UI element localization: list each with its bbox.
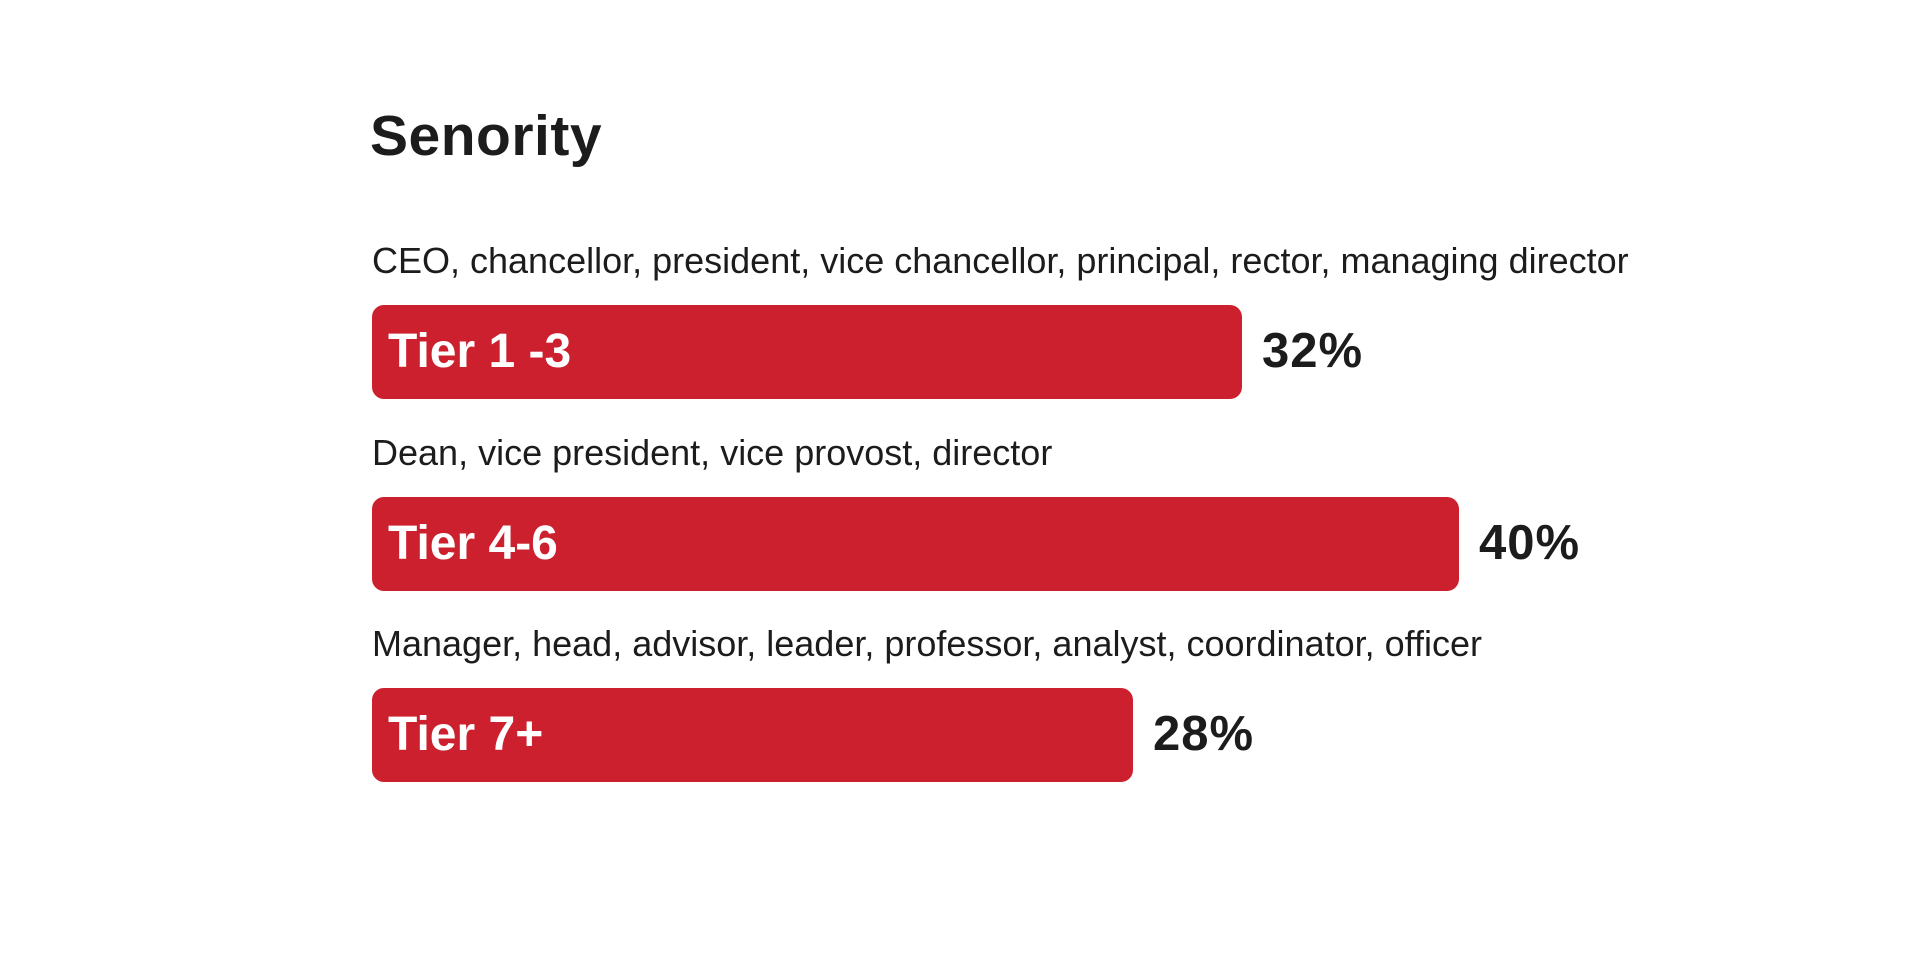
bar-value-label: 28% [1153, 707, 1255, 761]
bar-category-label: Tier 1 -3 [388, 325, 572, 378]
bar-category-label: Tier 7+ [388, 708, 544, 761]
bar-value-label: 40% [1479, 516, 1581, 570]
bar: Tier 4-6 [372, 497, 1459, 591]
bar: Tier 7+ [372, 688, 1133, 782]
bar-value-label: 32% [1262, 324, 1364, 378]
chart-title: Senority [370, 104, 603, 168]
bar-description: Manager, head, advisor, leader, professo… [372, 623, 1483, 664]
bar: Tier 1 -3 [372, 305, 1242, 399]
bar-description: CEO, chancellor, president, vice chancel… [372, 240, 1629, 281]
bar-description: Dean, vice president, vice provost, dire… [372, 432, 1053, 473]
bar-category-label: Tier 4-6 [388, 517, 558, 570]
